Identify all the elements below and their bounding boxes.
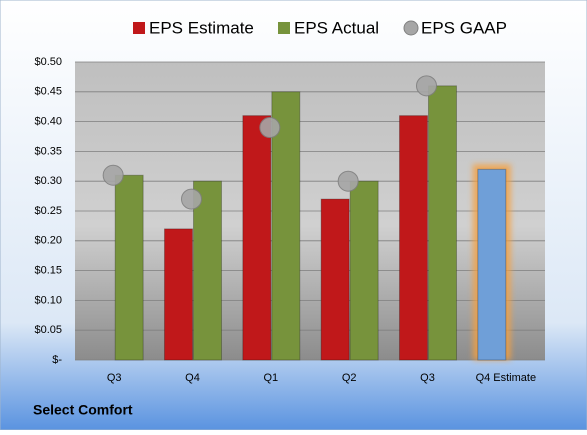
legend-label: EPS GAAP: [421, 18, 507, 37]
gaap-marker: [416, 75, 437, 97]
y-tick-label: $0.10: [34, 294, 62, 306]
bar: [320, 198, 350, 361]
bar: [271, 91, 301, 361]
y-tick-label: $0.20: [34, 235, 62, 247]
x-tick-label: Q3: [420, 372, 435, 384]
bar: [477, 168, 507, 361]
y-tick-label: $0.30: [34, 175, 62, 187]
bar: [164, 228, 193, 361]
x-tick-label: Q1: [263, 372, 278, 384]
bar: [399, 115, 428, 361]
legend-marker: [278, 22, 290, 34]
x-tick-label: Q2: [342, 372, 357, 384]
y-tick-label: $0.15: [34, 265, 62, 277]
gaap-marker: [337, 170, 359, 192]
gaap-marker: [181, 188, 202, 210]
bar: [114, 174, 144, 361]
y-tick-label: $0.25: [34, 205, 62, 217]
x-tick-label: Q4: [185, 372, 200, 384]
legend-label: EPS Actual: [294, 18, 379, 37]
y-tick-label: $0.05: [34, 324, 62, 336]
x-tick-label: Q3: [107, 372, 122, 384]
y-tick-label: $0.50: [34, 56, 62, 68]
bar: [349, 180, 379, 361]
footer: Select Comfort: [33, 402, 133, 418]
bar: [242, 115, 272, 361]
y-tick-label: $0.45: [34, 86, 62, 98]
legend-marker: [403, 20, 419, 36]
gaap-marker: [102, 164, 124, 186]
bar: [428, 85, 457, 361]
y-tick-label: $-: [52, 354, 62, 366]
bar: [193, 180, 222, 361]
x-tick-label: Q4 Estimate: [476, 372, 537, 384]
legend-label: EPS Estimate: [149, 18, 254, 37]
y-tick-label: $0.40: [34, 116, 62, 128]
y-tick-label: $0.35: [34, 145, 62, 157]
gaap-marker: [259, 117, 281, 139]
legend-marker: [133, 22, 145, 34]
